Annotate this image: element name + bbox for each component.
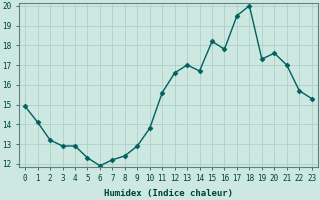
X-axis label: Humidex (Indice chaleur): Humidex (Indice chaleur) (104, 189, 233, 198)
